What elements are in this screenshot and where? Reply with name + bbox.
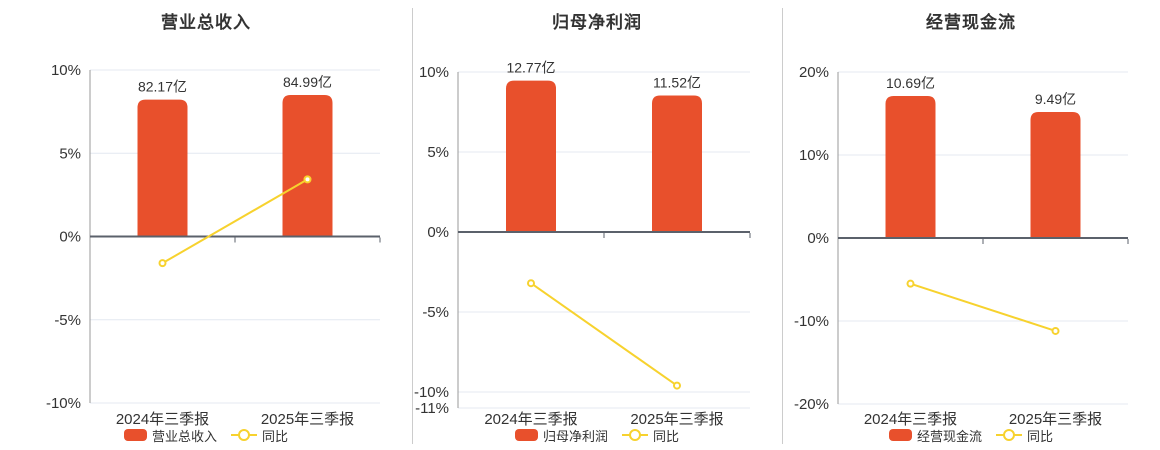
bar-value-label: 82.17亿 [138, 79, 187, 95]
y-axis-tick-label: -5% [422, 304, 449, 321]
net-profit-chart-plot: 10% 5% 0% -5% -10%-11% 12.77亿 11.52亿 2024年三季报 20… [414, 60, 751, 428]
x-axis-label: 2024年三季报 [484, 411, 577, 428]
y-axis-tick-label: -20% [794, 396, 829, 413]
legend-item-yoy[interactable]: 同比 [996, 426, 1053, 445]
y-axis-tick-label: -10% [794, 313, 829, 330]
x-axis-label: 2024年三季报 [116, 411, 209, 428]
chart-panel-revenue: 营业总收入 10% 5% 0% -5% -10% 82.17亿 84.99亿 2024年三季报… [0, 0, 412, 450]
bar-value-label: 11.52亿 [653, 74, 701, 90]
panel-divider [412, 8, 413, 444]
x-axis-label: 2025年三季报 [1009, 411, 1102, 428]
bar-series-swatch-icon [888, 429, 912, 441]
y-axis-tick-label: 10% [51, 62, 81, 79]
revenue-chart-plot: 10% 5% 0% -5% -10% 82.17亿 84.99亿 2024年三季报 2025年三… [46, 62, 381, 428]
y-axis-tick-label: -11% [415, 400, 449, 417]
cash-flow-chart-legend: 经营现金流 同比 [782, 426, 1160, 444]
y-axis-tick-label: 5% [59, 145, 81, 162]
yoy-marker-2024年三季报[interactable] [158, 259, 167, 268]
y-axis-tick-label: -5% [54, 312, 81, 329]
yoy-line-icon [622, 429, 648, 441]
y-axis-tick-label: -10% [46, 395, 81, 412]
bar-series-swatch-icon [514, 429, 538, 441]
legend-item-yoy[interactable]: 同比 [622, 426, 679, 445]
yoy-line [161, 178, 309, 265]
legend-label: 营业总收入 [151, 428, 217, 444]
cash-flow-chart-plot: 20% 10% 0% -10% -20% 10.69亿 9.49亿 2024年三季报 2025年… [794, 64, 1129, 428]
bar-value-label: 10.69亿 [886, 75, 935, 91]
legend-item-cash-flow-series[interactable]: 经营现金流 [888, 426, 982, 445]
chart-panel-cash-flow: 经营现金流 20% 10% 0% -10% -20% 10.69亿 9.49亿 2024年三季… [782, 0, 1160, 450]
bar-value-label: 12.77亿 [506, 60, 555, 76]
x-axis-label: 2024年三季报 [864, 411, 957, 428]
chart-title-revenue: 营业总收入 [161, 13, 251, 32]
y-axis-tick-label: 20% [799, 64, 829, 81]
yoy-marker-2024年三季报[interactable] [527, 279, 535, 288]
bar-2025年三季报[interactable] [1030, 111, 1081, 238]
legend-item-net-profit-series[interactable]: 归母净利润 [514, 426, 608, 445]
yoy-line-icon [996, 429, 1022, 441]
bar-series-swatch-icon [123, 429, 147, 441]
yoy-line [530, 282, 678, 387]
yoy-marker-2025年三季报[interactable] [1051, 326, 1060, 335]
yoy-marker-2025年三季报[interactable] [303, 175, 312, 184]
legend-item-yoy[interactable]: 同比 [231, 426, 288, 445]
revenue-chart-legend: 营业总收入 同比 [0, 426, 412, 444]
legend-label: 同比 [1027, 428, 1054, 444]
y-axis-tick-label: 5% [427, 144, 449, 161]
bar-2025年三季报[interactable] [282, 94, 333, 237]
legend-label: 经营现金流 [916, 428, 982, 444]
yoy-line [910, 282, 1056, 332]
bar-2024年三季报[interactable] [506, 80, 556, 232]
y-axis-tick-label: 0% [427, 224, 449, 241]
yoy-line-icon [231, 429, 257, 441]
chart-panel-net-profit: 归母净利润 10% 5% 0% -5% -10% -11% 12.77亿 11.52亿 2024… [412, 0, 782, 450]
yoy-marker-2025年三季报[interactable] [673, 381, 681, 390]
y-axis-tick-label: 0% [59, 229, 81, 246]
bar-value-label: 9.49亿 [1035, 91, 1076, 107]
y-axis-tick-label: 10% [419, 64, 449, 81]
chart-title-cash-flow: 经营现金流 [926, 13, 1016, 32]
bar-2025年三季报[interactable] [652, 95, 702, 232]
bar-2024年三季报[interactable] [137, 99, 188, 237]
x-axis-label: 2025年三季报 [630, 411, 723, 428]
legend-label: 归母净利润 [542, 428, 608, 444]
legend-label: 同比 [262, 428, 289, 444]
y-axis-tick-label: 10% [799, 147, 829, 164]
chart-title-net-profit: 归母净利润 [552, 13, 642, 32]
bar-2024年三季报[interactable] [885, 96, 936, 238]
legend-item-revenue-series[interactable]: 营业总收入 [123, 426, 217, 445]
bar-value-label: 84.99亿 [283, 74, 332, 90]
x-axis-label: 2025年三季报 [261, 411, 354, 428]
y-axis-tick-label: -10% [414, 384, 449, 401]
panel-divider [782, 8, 783, 444]
y-axis-tick-label: 0% [807, 230, 829, 247]
net-profit-chart-legend: 归母净利润 同比 [412, 426, 782, 444]
yoy-marker-2024年三季报[interactable] [906, 279, 915, 288]
legend-label: 同比 [653, 428, 680, 444]
